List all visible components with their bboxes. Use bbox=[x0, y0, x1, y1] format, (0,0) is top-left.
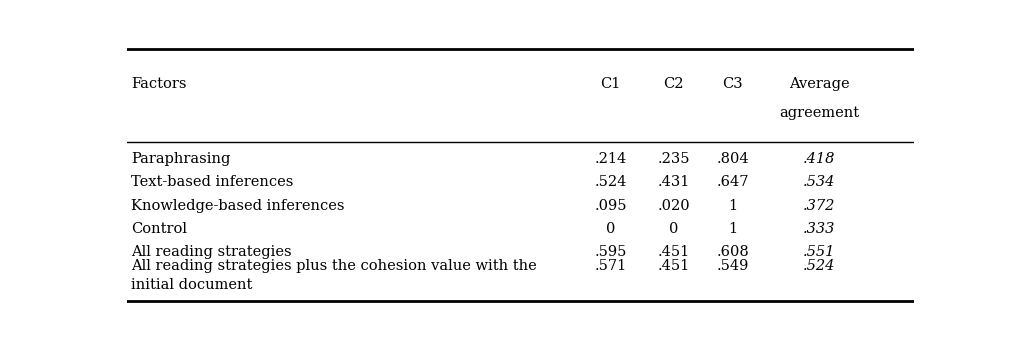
Text: .020: .020 bbox=[658, 199, 690, 213]
Text: 0: 0 bbox=[606, 222, 615, 236]
Text: .431: .431 bbox=[658, 175, 690, 190]
Text: Text-based inferences: Text-based inferences bbox=[131, 175, 293, 190]
Text: .235: .235 bbox=[658, 152, 690, 166]
Text: .095: .095 bbox=[595, 199, 627, 213]
Text: .608: .608 bbox=[717, 245, 749, 259]
Text: .804: .804 bbox=[717, 152, 749, 166]
Text: .451: .451 bbox=[658, 245, 690, 259]
Text: .595: .595 bbox=[595, 245, 627, 259]
Text: .524: .524 bbox=[595, 175, 627, 190]
Text: Average: Average bbox=[789, 77, 850, 91]
Text: Knowledge-based inferences: Knowledge-based inferences bbox=[131, 199, 344, 213]
Text: .372: .372 bbox=[803, 199, 835, 213]
Text: .524: .524 bbox=[803, 259, 835, 273]
Text: .534: .534 bbox=[803, 175, 835, 190]
Text: All reading strategies plus the cohesion value with the: All reading strategies plus the cohesion… bbox=[131, 259, 537, 273]
Text: .418: .418 bbox=[803, 152, 835, 166]
Text: Paraphrasing: Paraphrasing bbox=[131, 152, 230, 166]
Text: .333: .333 bbox=[803, 222, 835, 236]
Text: .571: .571 bbox=[595, 259, 627, 273]
Text: agreement: agreement bbox=[780, 106, 859, 120]
Text: C1: C1 bbox=[601, 77, 621, 91]
Text: All reading strategies: All reading strategies bbox=[131, 245, 291, 259]
Text: .214: .214 bbox=[595, 152, 627, 166]
Text: 1: 1 bbox=[728, 222, 737, 236]
Text: .551: .551 bbox=[803, 245, 835, 259]
Text: .451: .451 bbox=[658, 259, 690, 273]
Text: initial document: initial document bbox=[131, 278, 252, 292]
Text: C2: C2 bbox=[664, 77, 684, 91]
Text: Control: Control bbox=[131, 222, 187, 236]
Text: C3: C3 bbox=[723, 77, 743, 91]
Text: 0: 0 bbox=[669, 222, 678, 236]
Text: Factors: Factors bbox=[131, 77, 187, 91]
Text: .647: .647 bbox=[717, 175, 749, 190]
Text: .549: .549 bbox=[717, 259, 749, 273]
Text: 1: 1 bbox=[728, 199, 737, 213]
